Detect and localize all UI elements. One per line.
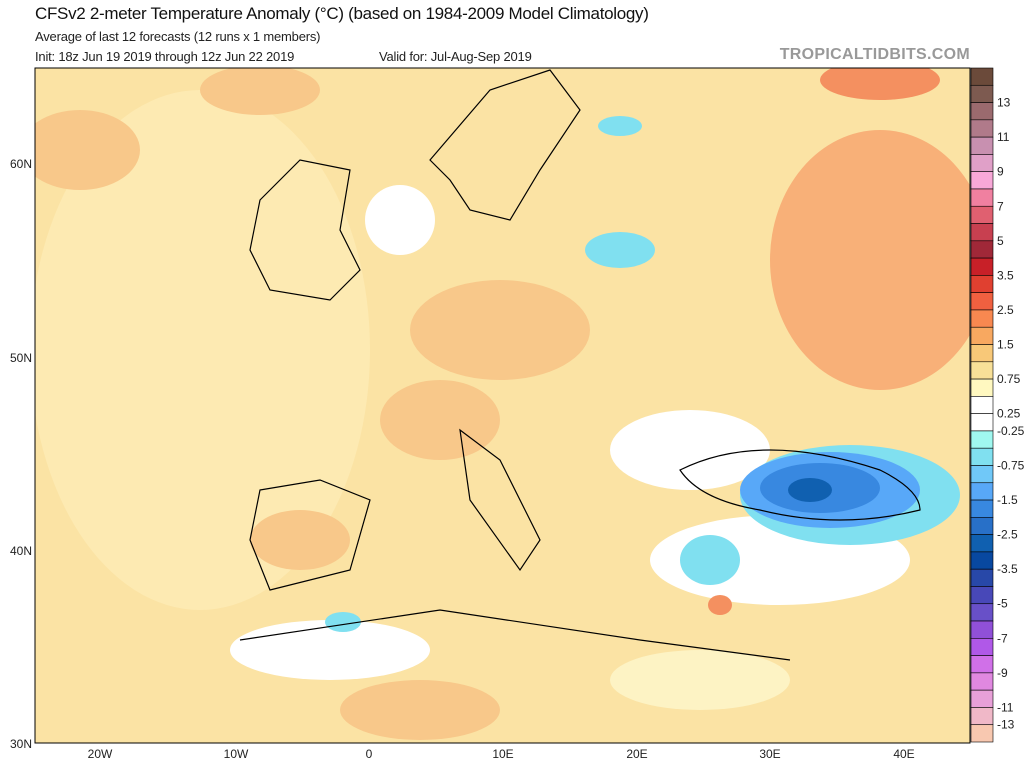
colorbar-label: 0.25 [997, 407, 1021, 421]
lon-tick-label: 30E [759, 747, 780, 761]
colorbar-bin [970, 223, 994, 242]
colorbar-label: -2.5 [997, 528, 1018, 542]
colorbar-bin [970, 344, 994, 363]
lat-tick-label: 40N [10, 544, 32, 558]
colorbar-label: -13 [997, 718, 1015, 732]
colorbar-bin [970, 240, 994, 259]
colorbar-label: -0.25 [997, 424, 1024, 438]
colorbar-bin [970, 672, 994, 691]
colorbar-bin [970, 257, 994, 276]
colorbar-label: -0.75 [997, 458, 1024, 472]
colorbar-bin [970, 326, 994, 345]
valid-period: Valid for: Jul-Aug-Sep 2019 [379, 49, 532, 64]
lon-tick-label: 10E [492, 747, 513, 761]
colorbar-bin [970, 517, 994, 535]
lat-tick-label: 50N [10, 351, 32, 365]
colorbar-bin [970, 396, 994, 414]
colorbar-label: 2.5 [997, 303, 1014, 317]
colorbar-bin [970, 586, 994, 605]
colorbar-label: 1.5 [997, 338, 1014, 352]
lon-tick-label: 20E [626, 747, 647, 761]
colorbar-label: 3.5 [997, 268, 1014, 282]
colorbar-bin [970, 638, 994, 656]
lon-tick-label: 40E [893, 747, 914, 761]
colorbar-label: 7 [997, 199, 1004, 213]
colorbar-bin [970, 707, 994, 726]
colorbar-label: -9 [997, 666, 1008, 680]
colorbar-bin [970, 205, 994, 224]
lat-axis: 60N 50N 40N 30N [10, 157, 32, 751]
colorbar-bin [970, 136, 994, 155]
lat-tick-label: 30N [10, 737, 32, 751]
colorbar-bin [970, 361, 994, 380]
colorbar-bin [970, 724, 994, 743]
colorbar-bin [970, 188, 994, 207]
colorbar-bin [970, 465, 994, 484]
colorbar-bin [970, 620, 994, 639]
colorbar-bin [970, 119, 994, 138]
colorbar-bin [970, 482, 994, 501]
colorbar-bin [970, 430, 994, 449]
lon-tick-label: 20W [88, 747, 113, 761]
colorbar-bin [970, 655, 994, 674]
lon-tick-label: 0 [366, 747, 373, 761]
colorbar-bin [970, 171, 994, 190]
colorbar-bin [970, 568, 994, 587]
colorbar-label: -5 [997, 597, 1008, 611]
colorbar-bin [970, 154, 994, 172]
colorbar-bin [970, 309, 994, 328]
colorbar-bin [970, 603, 994, 622]
colorbar-bin [970, 499, 994, 518]
colorbar-label: -7 [997, 631, 1008, 645]
colorbar-bin [970, 534, 994, 553]
colorbar-label: 9 [997, 165, 1004, 179]
colorbar-bin [970, 447, 994, 466]
colorbar-bin [970, 689, 994, 708]
colorbar: 13 11 9 7 5 3.5 2.5 1.5 0.75 0.25 -0.25 -0.75 -1.5 -2… [970, 67, 1024, 743]
colorbar-label: 0.75 [997, 372, 1021, 386]
colorbar-bin [970, 413, 994, 432]
colorbar-bin [970, 292, 994, 311]
colorbar-bin [970, 67, 994, 86]
colorbar-bin [970, 378, 994, 397]
colorbar-label: -1.5 [997, 493, 1018, 507]
init-time: Init: 18z Jun 19 2019 through 12z Jun 22… [35, 49, 295, 64]
colorbar-label: 5 [997, 234, 1004, 248]
colorbar-label: 11 [997, 130, 1010, 144]
colorbar-bin [970, 275, 994, 293]
map-subtitle: Average of last 12 forecasts (12 runs x … [35, 29, 321, 44]
colorbar-label: 13 [997, 96, 1011, 110]
colorbar-bin [970, 84, 994, 103]
colorbar-bin [970, 102, 994, 121]
lat-tick-label: 60N [10, 157, 32, 171]
map-title: CFSv2 2-meter Temperature Anomaly (°C) (… [35, 4, 649, 23]
colorbar-label: -11 [997, 700, 1014, 714]
anomaly-field [35, 68, 970, 743]
colorbar-bin [970, 551, 994, 570]
brand-watermark: TROPICALTIDBITS.COM [779, 46, 970, 63]
lon-axis: 20W 10W 0 10E 20E 30E 40E [88, 747, 915, 761]
lon-tick-label: 10W [224, 747, 249, 761]
colorbar-label: -3.5 [997, 562, 1018, 576]
